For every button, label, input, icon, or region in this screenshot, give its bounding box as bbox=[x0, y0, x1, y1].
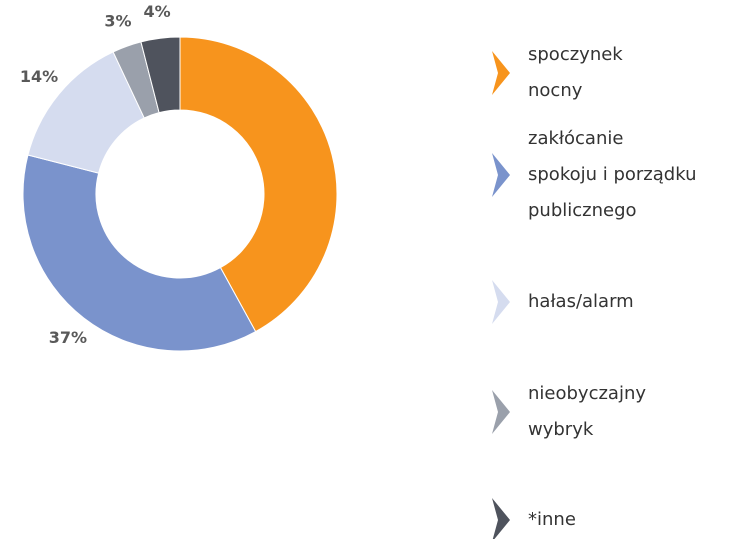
data-label: 4% bbox=[143, 2, 170, 21]
legend-swatch bbox=[492, 51, 510, 95]
legend-marker bbox=[492, 390, 510, 434]
legend-swatch bbox=[492, 280, 510, 324]
legend-label: zakłócanie spokoju i porządku publiczneg… bbox=[528, 128, 697, 221]
legend-item: nieobyczajny wybryk bbox=[490, 376, 646, 448]
legend-marker bbox=[492, 51, 510, 95]
legend-item: hałas/alarm bbox=[490, 279, 634, 325]
legend-label: *inne bbox=[528, 509, 576, 530]
data-label: 14% bbox=[20, 67, 58, 86]
legend-marker bbox=[492, 280, 510, 324]
donut-slice bbox=[140, 36, 181, 114]
legend-item: *inne bbox=[490, 497, 576, 539]
legend-label: hałas/alarm bbox=[528, 291, 634, 312]
legend-item: spoczynek nocny bbox=[490, 37, 623, 109]
legend-marker bbox=[492, 498, 510, 539]
legend-swatch bbox=[492, 390, 510, 434]
legend-marker bbox=[492, 153, 510, 197]
legend-swatch bbox=[492, 153, 510, 197]
data-label: 37% bbox=[49, 328, 87, 347]
donut-slice bbox=[22, 154, 257, 352]
legend-label: spoczynek nocny bbox=[528, 44, 623, 101]
legend-label: nieobyczajny wybryk bbox=[528, 383, 647, 440]
legend-item: zakłócanie spokoju i porządku publiczneg… bbox=[490, 121, 697, 229]
data-label: 3% bbox=[104, 11, 131, 30]
donut-slice bbox=[179, 36, 338, 333]
legend-swatch bbox=[492, 498, 510, 539]
